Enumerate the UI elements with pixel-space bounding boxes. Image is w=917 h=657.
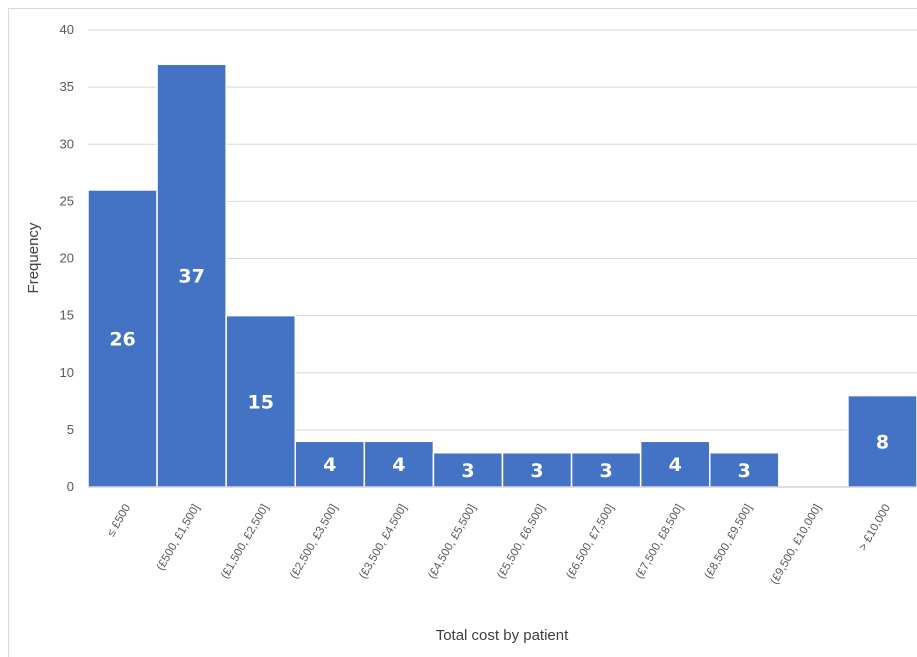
y-tick-label: 25 [60, 193, 74, 208]
x-tick-label: (£2,500, £3,500] [288, 503, 340, 582]
y-tick-label: 15 [60, 308, 74, 323]
x-tick-label: (£5,500, £6,500] [495, 503, 547, 582]
y-tick-label: 30 [60, 136, 74, 151]
bar [570, 451, 642, 488]
x-tick-label: (£7,500, £8,500] [634, 503, 686, 582]
x-tick-label: (£4,500, £5,500] [426, 503, 478, 582]
x-axis-title: Total cost by patient [436, 627, 569, 644]
bar [709, 451, 780, 488]
data-label: 3 [600, 460, 613, 482]
data-label: 4 [392, 454, 405, 476]
x-tick-label: (£500, £1,500] [155, 503, 202, 573]
bar [87, 189, 158, 488]
data-label: 8 [876, 431, 889, 453]
x-tick-label: (£8,500, £9,500] [703, 503, 755, 582]
data-label: 4 [669, 454, 682, 476]
y-axis-ticks: 0 5 10 15 20 25 30 35 40 [60, 22, 74, 494]
data-label: 15 [247, 391, 273, 413]
y-tick-label: 5 [67, 422, 74, 437]
data-label: 37 [178, 266, 204, 288]
y-tick-label: 40 [60, 22, 74, 37]
x-tick-label: (£6,500, £7,500] [564, 503, 616, 582]
x-tick-label: (£9,500, £10,000] [768, 503, 823, 587]
data-label: 3 [461, 460, 474, 482]
x-tick-label: (£3,500, £4,500] [357, 503, 409, 582]
data-label: 26 [109, 328, 135, 350]
y-tick-label: 20 [60, 251, 74, 266]
x-tick-label: > £10,000 [857, 503, 893, 554]
y-tick-label: 10 [60, 365, 74, 380]
y-axis-title: Frequency [25, 222, 42, 293]
bar [432, 451, 504, 488]
data-labels: 26 37 15 4 4 3 3 3 4 3 8 [109, 266, 889, 482]
data-label: 3 [738, 460, 751, 482]
x-tick-label: ≤ £500 [105, 503, 133, 539]
x-axis-ticks: ≤ £500 (£500, £1,500] (£1,500, £2,500] (£2,… [105, 503, 893, 587]
bars [87, 63, 917, 488]
y-tick-label: 0 [67, 479, 74, 494]
bar [501, 451, 573, 488]
data-label: 4 [323, 454, 336, 476]
y-tick-label: 35 [60, 79, 74, 94]
bar [847, 394, 917, 488]
data-label: 3 [530, 460, 543, 482]
x-tick-label: (£1,500, £2,500] [219, 503, 271, 582]
